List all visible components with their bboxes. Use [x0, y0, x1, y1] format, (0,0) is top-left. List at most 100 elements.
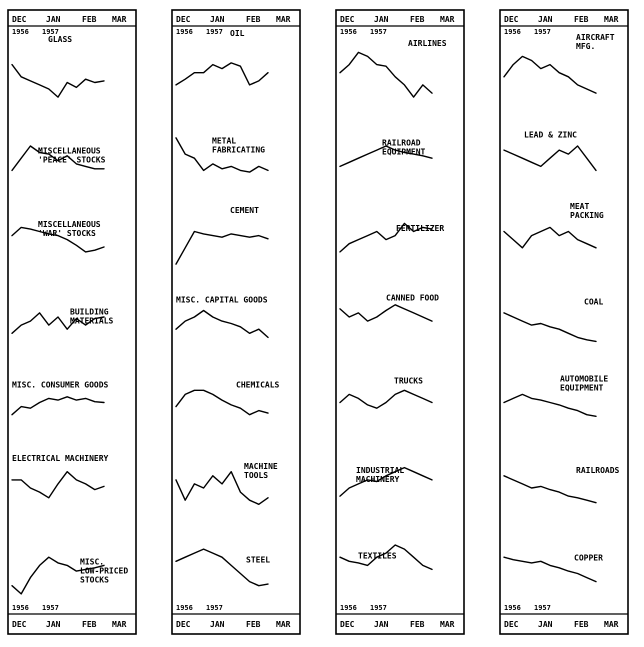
series-line: [339, 304, 433, 322]
year-tick-label: 1957: [206, 28, 223, 36]
series-label: MISC.: [80, 558, 104, 567]
series-label: MISCELLANEOUS: [38, 146, 101, 155]
series-label: AIRLINES: [408, 39, 447, 48]
series-label: MISCELLANEOUS: [38, 220, 101, 229]
series-line: [503, 556, 597, 583]
year-tick-label: 1956: [504, 28, 521, 36]
series-line: [339, 389, 433, 409]
series-line: [339, 544, 433, 571]
year-tick-label: 1956: [12, 28, 29, 36]
series-line: [175, 471, 269, 505]
year-tick-label: 1957: [370, 28, 387, 36]
series-label: TOOLS: [244, 471, 268, 480]
series-label: AUTOMOBILE: [560, 375, 608, 384]
series-label: OIL: [230, 29, 245, 38]
series-line: [175, 309, 269, 339]
series-line: [503, 393, 597, 417]
month-tick-label: JAN: [46, 620, 61, 629]
series-line: [11, 226, 105, 253]
series-label: MACHINERY: [356, 475, 400, 484]
month-tick-label: FEB: [246, 620, 261, 629]
month-tick-label: FEB: [410, 15, 425, 24]
month-tick-label: FEB: [82, 620, 97, 629]
month-tick-label: JAN: [46, 15, 61, 24]
series-label: AIRCRAFT: [576, 33, 615, 42]
panel-frame: [335, 9, 465, 635]
year-tick-label: 1957: [534, 28, 551, 36]
series-label: MFG.: [576, 42, 595, 51]
year-tick-label: 1956: [12, 604, 29, 612]
year-tick-label: 1956: [340, 604, 357, 612]
month-tick-label: JAN: [538, 620, 553, 629]
month-tick-label: MAR: [112, 15, 127, 24]
month-tick-label: JAN: [374, 15, 389, 24]
year-tick-label: 1956: [504, 604, 521, 612]
series-label: RAILROADS: [576, 466, 620, 475]
panel-frame: [171, 9, 301, 635]
month-tick-label: MAR: [604, 620, 619, 629]
month-tick-label: DEC: [340, 620, 355, 629]
series-label: FERTILIZER: [396, 224, 444, 233]
series-line: [503, 145, 597, 172]
chart-panel: DEC DEC JAN JAN FEB FEB MAR MAR 1956 1957 1956 1957…: [171, 9, 301, 635]
month-tick-label: DEC: [504, 620, 519, 629]
series-label: RAILROAD: [382, 138, 421, 147]
series-label: GLASS: [48, 35, 72, 44]
series-line: [11, 556, 105, 595]
month-tick-label: JAN: [210, 620, 225, 629]
chart-panel: DEC DEC JAN JAN FEB FEB MAR MAR 1956 1957 1956 1957…: [7, 9, 137, 635]
month-tick-label: JAN: [374, 620, 389, 629]
month-tick-label: MAR: [276, 620, 291, 629]
month-tick-label: DEC: [176, 620, 191, 629]
month-tick-label: JAN: [210, 15, 225, 24]
series-line: [339, 51, 433, 98]
series-label: INDUSTRIAL: [356, 466, 404, 475]
month-tick-label: DEC: [176, 15, 191, 24]
series-label: STEEL: [246, 556, 270, 565]
series-label: METAL: [212, 136, 236, 145]
month-tick-label: MAR: [440, 15, 455, 24]
series-line: [11, 396, 105, 416]
series-line: [11, 471, 105, 499]
series-label: TRUCKS: [394, 377, 423, 386]
series-label: PACKING: [570, 211, 604, 220]
series-line: [503, 475, 597, 504]
month-tick-label: DEC: [12, 620, 27, 629]
series-line: [339, 145, 433, 168]
chart-panel: DEC DEC JAN JAN FEB FEB MAR MAR 1956 1957 1956 1957…: [499, 9, 629, 635]
series-label: MISC. CAPITAL GOODS: [176, 295, 268, 304]
series-label: MISC. CONSUMER GOODS: [12, 381, 109, 390]
year-tick-label: 1957: [370, 604, 387, 612]
month-tick-label: FEB: [574, 15, 589, 24]
series-label: 'WAR' STOCKS: [38, 229, 96, 238]
series-line: [11, 63, 105, 98]
series-line: [175, 230, 269, 265]
series-label: EQUIPMENT: [560, 384, 604, 393]
year-tick-label: 1957: [42, 604, 59, 612]
series-label: MEAT: [570, 202, 589, 211]
year-tick-label: 1957: [42, 28, 59, 36]
series-line: [175, 389, 269, 416]
series-label: STOCKS: [80, 576, 109, 585]
series-line: [11, 312, 105, 334]
series-label: LOW-PRICED: [80, 567, 128, 576]
year-tick-label: 1956: [176, 604, 193, 612]
month-tick-label: DEC: [12, 15, 27, 24]
panel-frame: [7, 9, 137, 635]
series-label: ELECTRICAL MACHINERY: [12, 454, 109, 463]
month-tick-label: MAR: [112, 620, 127, 629]
month-tick-label: FEB: [574, 620, 589, 629]
chart-panel: DEC DEC JAN JAN FEB FEB MAR MAR 1956 1957 1956 1957…: [335, 9, 465, 635]
series-line: [503, 312, 597, 343]
month-tick-label: MAR: [276, 15, 291, 24]
year-tick-label: 1956: [176, 28, 193, 36]
series-line: [339, 222, 433, 253]
series-label: COPPER: [574, 554, 603, 563]
series-label: MACHINE: [244, 462, 278, 471]
month-tick-label: FEB: [82, 15, 97, 24]
series-label: CEMENT: [230, 206, 259, 215]
month-tick-label: DEC: [504, 15, 519, 24]
series-label: TEXTILES: [358, 552, 397, 561]
month-tick-label: FEB: [410, 620, 425, 629]
month-tick-label: MAR: [604, 15, 619, 24]
